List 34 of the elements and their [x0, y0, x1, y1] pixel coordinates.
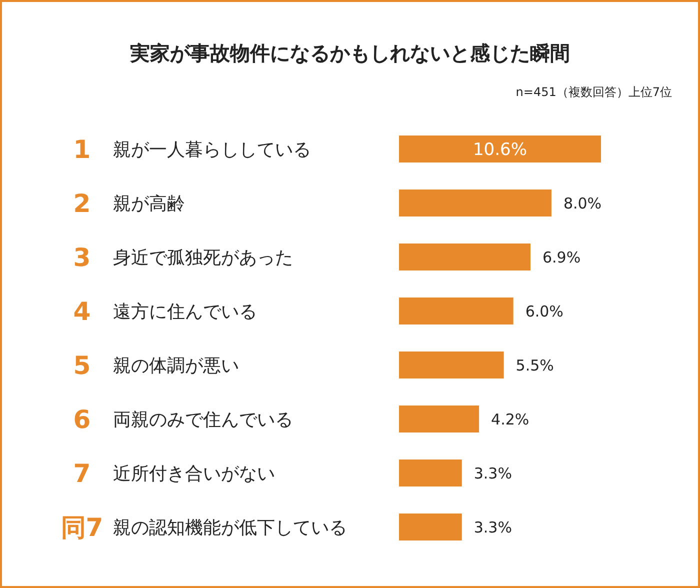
data-label: 3.3% — [474, 464, 512, 482]
bar — [399, 352, 504, 378]
bar — [399, 136, 601, 162]
data-label: 5.5% — [516, 356, 554, 374]
y-tick-label: 親が一人暮らししている — [113, 139, 311, 160]
bar — [399, 406, 480, 432]
text: 1 — [73, 134, 91, 164]
text: 6 — [73, 404, 91, 434]
y-tick-label: 親の認知機能が低下している — [113, 517, 347, 538]
chart-subtitle: n=451（複数回答）上位7位 — [516, 85, 672, 99]
text: 7 — [73, 458, 91, 488]
data-label: 6.9% — [542, 248, 581, 266]
data-label: 10.6% — [472, 140, 528, 160]
text: 3 — [73, 242, 91, 272]
data-label: 6.0% — [525, 302, 564, 320]
data-label: 8.0% — [563, 194, 602, 212]
bar — [399, 244, 530, 270]
y-tick-label: 両親のみで住んでいる — [113, 409, 293, 430]
y-tick-label: 親の体調が悪い — [113, 355, 239, 376]
text: 4 — [73, 296, 91, 326]
chart-title: 実家が事故物件になるかもしれないと感じた瞬間 — [129, 41, 570, 65]
bar — [399, 190, 552, 216]
bar — [399, 460, 462, 486]
data-label: 4.2% — [491, 410, 530, 428]
bar — [399, 298, 514, 324]
y-tick-label: 親が高齢 — [113, 193, 185, 214]
y-tick-label: 遠方に住んでいる — [113, 301, 257, 322]
text: 同7 — [60, 512, 104, 542]
y-tick-label: 身近で孤独死があった — [113, 247, 293, 268]
bar — [399, 514, 462, 540]
text: 5 — [73, 350, 91, 380]
data-label: 3.3% — [474, 518, 512, 536]
text: 2 — [73, 188, 91, 218]
y-tick-label: 近所付き合いがない — [113, 463, 275, 484]
